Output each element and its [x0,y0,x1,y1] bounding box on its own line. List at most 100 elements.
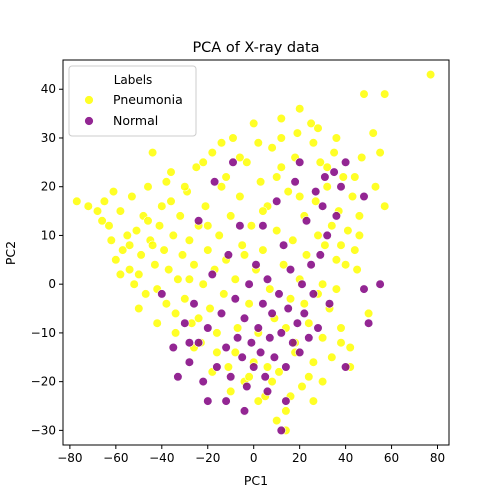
data-point-normal [258,299,268,309]
data-point-pneumonia [108,187,119,197]
data-point-normal [285,265,296,275]
data-point-normal [210,177,220,187]
data-point-normal [258,221,268,231]
data-point-pneumonia [327,221,337,231]
data-point-pneumonia [318,377,328,387]
y-tick-label: −10 [31,326,56,340]
data-point-pneumonia [175,211,185,221]
data-point-normal [212,362,222,372]
data-point-pneumonia [308,357,319,367]
data-point-pneumonia [159,245,169,255]
data-point-normal [256,347,266,358]
data-point-normal [233,333,243,343]
x-tick-label: 40 [338,451,353,465]
data-point-normal [265,333,275,343]
data-point-pneumonia [320,240,330,250]
data-point-pneumonia [336,323,346,333]
data-point-pneumonia [318,333,328,343]
data-point-pneumonia [203,221,213,231]
data-point-pneumonia [354,211,365,221]
data-point-pneumonia [288,235,298,245]
data-point-normal [304,333,314,343]
data-point-pneumonia [244,372,254,382]
data-point-pneumonia [104,221,114,231]
data-point-normal [262,274,273,284]
data-point-pneumonia [235,152,245,163]
x-tick-label: 80 [430,451,445,465]
data-point-normal [228,157,238,167]
data-point-normal [203,323,213,333]
data-point-normal [189,299,199,309]
data-point-normal [168,342,178,353]
data-point-pneumonia [295,191,305,202]
data-point-pneumonia [272,172,282,182]
data-point-pneumonia [322,162,332,172]
data-point-normal [276,328,286,338]
y-tick-label: −20 [31,375,56,389]
data-point-pneumonia [194,313,204,323]
data-point-pneumonia [370,182,381,192]
data-point-normal [230,294,240,304]
data-point-pneumonia [258,245,268,255]
data-point-normal [315,250,325,260]
data-point-pneumonia [226,211,236,221]
data-point-normal [359,284,369,294]
data-point-pneumonia [143,216,153,226]
data-point-pneumonia [228,133,238,143]
data-point-normal [194,216,204,226]
data-point-pneumonia [72,196,82,206]
data-point-normal [221,342,231,353]
data-point-pneumonia [262,362,273,372]
data-point-pneumonia [184,235,194,245]
data-point-pneumonia [308,138,319,148]
data-point-normal [324,299,335,309]
data-point-pneumonia [354,230,365,240]
y-tick-label: 40 [41,82,56,96]
data-point-pneumonia [212,328,222,338]
data-point-pneumonia [180,182,190,192]
data-point-pneumonia [161,299,171,309]
data-point-pneumonia [306,118,316,128]
data-point-normal [246,338,256,348]
data-point-normal [180,318,190,328]
data-point-pneumonia [380,201,390,211]
data-point-pneumonia [97,216,107,226]
data-point-normal [295,157,305,167]
data-point-pneumonia [327,352,337,362]
y-tick-label: 30 [41,131,56,145]
data-point-normal [336,182,346,192]
data-point-pneumonia [244,299,254,309]
data-point-pneumonia [350,245,360,255]
data-point-normal [242,381,252,392]
data-point-pneumonia [127,191,137,202]
data-point-normal [308,289,319,299]
x-tick-label: −80 [57,451,82,465]
data-point-normal [237,352,247,362]
data-point-normal [244,279,254,289]
data-point-pneumonia [148,240,158,250]
data-point-pneumonia [115,269,125,280]
data-point-pneumonia [343,226,353,236]
data-point-pneumonia [214,230,224,240]
data-point-normal [359,191,369,202]
x-tick-label: −60 [103,451,128,465]
data-point-pneumonia [322,182,332,192]
data-point-pneumonia [347,191,358,202]
data-point-pneumonia [249,118,259,128]
data-point-normal [375,279,385,289]
data-point-pneumonia [331,255,342,265]
data-point-pneumonia [295,104,305,114]
data-point-pneumonia [299,299,309,309]
data-point-pneumonia [171,308,181,319]
data-point-normal [203,396,213,406]
data-point-pneumonia [350,172,360,182]
data-point-pneumonia [313,230,323,240]
data-point-normal [239,406,250,416]
data-point-pneumonia [216,182,227,192]
data-point-normal [292,318,303,328]
y-tick-label: 10 [41,228,56,242]
data-point-pneumonia [283,187,293,197]
data-point-pneumonia [285,294,296,304]
data-point-pneumonia [129,279,139,289]
legend-marker-pneumonia [84,95,94,105]
